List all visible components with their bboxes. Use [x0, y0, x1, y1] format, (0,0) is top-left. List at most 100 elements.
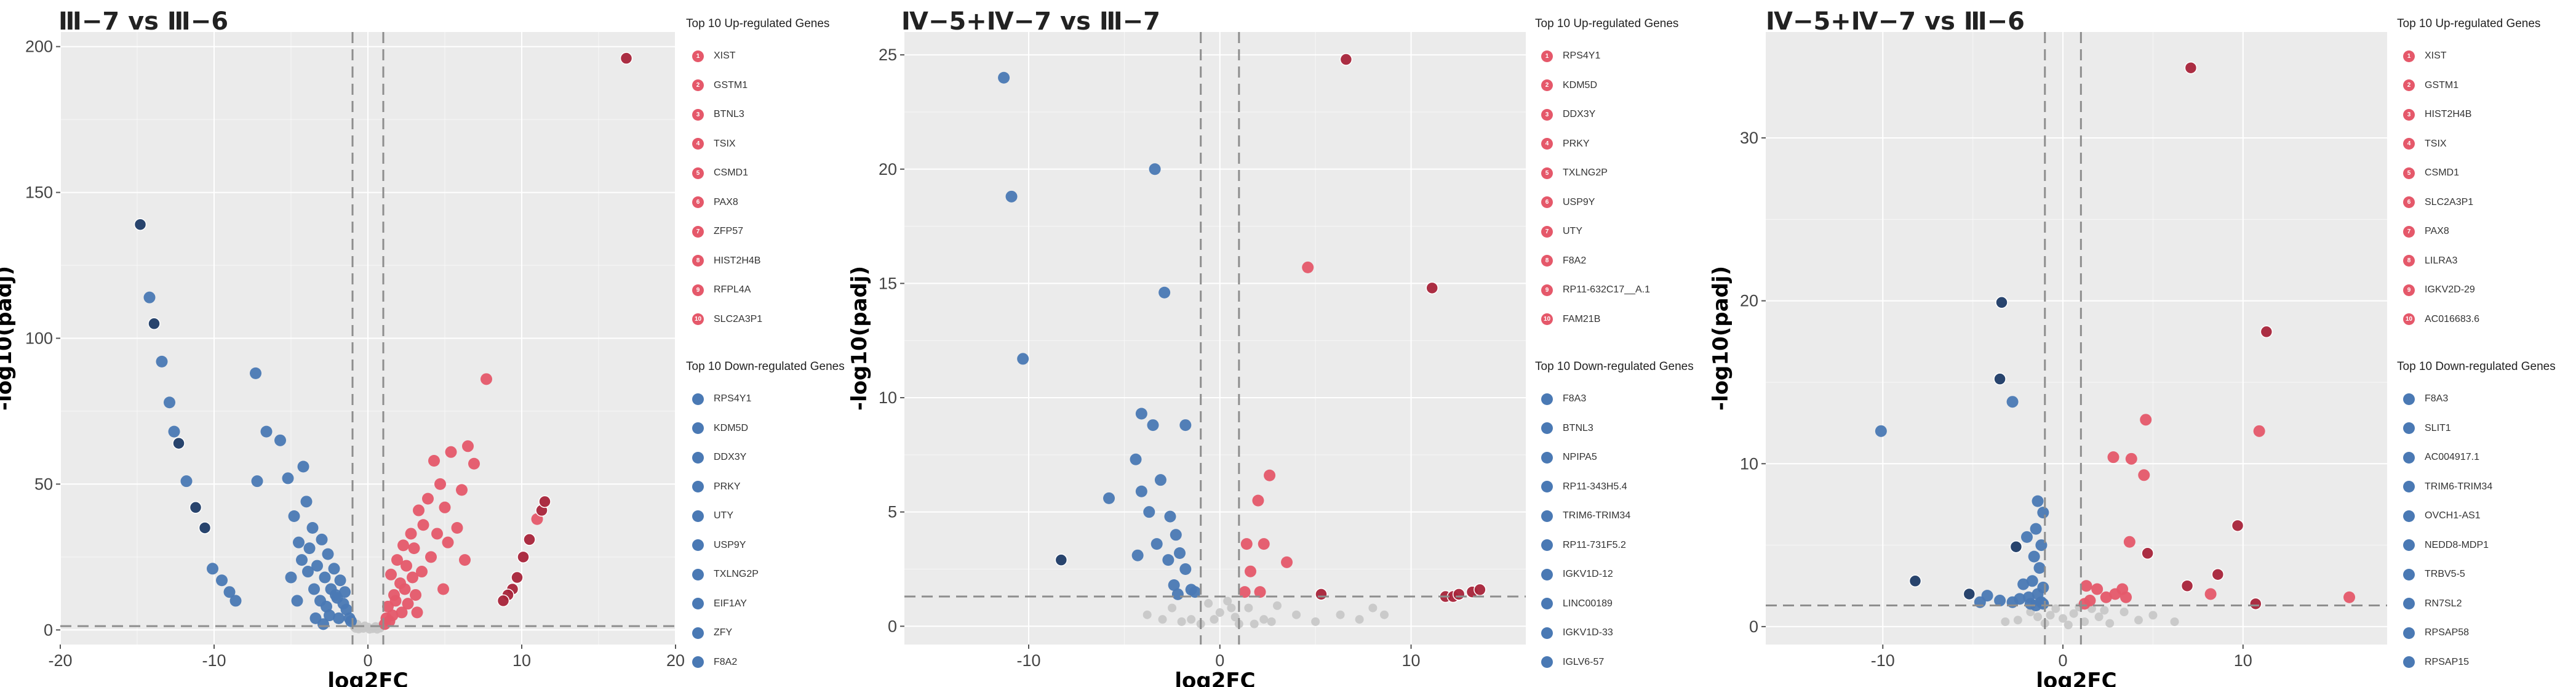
- down-point: [1130, 453, 1142, 465]
- ns-point: [2069, 609, 2078, 618]
- ns-point: [2100, 606, 2109, 615]
- ns-point: [1250, 619, 1259, 629]
- legend-gene-name: TXLNG2P: [1563, 167, 1608, 178]
- y-tick-label: 30: [1740, 129, 1758, 147]
- legend-gene-name: BTNL3: [1563, 422, 1593, 433]
- legend-up-item: 4 TSIX: [692, 135, 736, 153]
- x-tick-label: -20: [48, 651, 72, 670]
- down-point: [303, 542, 316, 555]
- legend-down-dot: [1541, 451, 1553, 464]
- legend-gene-name: LILRA3: [2425, 255, 2458, 266]
- legend-gene-name: HIST2H4B: [2425, 109, 2472, 119]
- down-point: [260, 425, 273, 438]
- y-axis-label: -log10(padj): [847, 266, 872, 411]
- y-tick-label: 25: [879, 46, 897, 64]
- labeled-down-point: [198, 521, 212, 534]
- labeled-up-point: [1426, 281, 1438, 295]
- down-point: [297, 460, 309, 473]
- legend-gene-name: TXLNG2P: [714, 569, 759, 579]
- legend-dot-index: 10: [1543, 316, 1551, 323]
- legend-dot-index: 6: [1545, 199, 1549, 206]
- legend-up-dot: 5: [692, 167, 704, 179]
- legend-up-item: 2 GSTM1: [2403, 76, 2458, 95]
- up-point: [456, 484, 468, 496]
- ns-point: [1259, 615, 1269, 624]
- down-point: [311, 560, 323, 572]
- ns-point: [2064, 621, 2073, 630]
- ns-point: [1267, 617, 1276, 626]
- legend-gene-name: PAX8: [2425, 226, 2449, 236]
- legend-gene-name: IGLV6-57: [1563, 656, 1605, 667]
- labeled-up-point: [517, 550, 530, 564]
- labeled-down-point: [1908, 574, 1922, 588]
- labeled-up-point: [538, 495, 551, 508]
- down-point: [316, 533, 328, 545]
- legend-gene-name: RPS4Y1: [714, 393, 752, 404]
- labeled-down-point: [189, 501, 202, 514]
- legend-down-dot: [692, 539, 704, 551]
- legend-dot-index: 4: [1545, 140, 1549, 147]
- down-point: [180, 475, 193, 488]
- down-point: [317, 618, 329, 630]
- labeled-up-point: [2231, 519, 2244, 532]
- y-tick-label: 150: [25, 183, 53, 202]
- down-point: [300, 496, 313, 508]
- down-point: [1017, 353, 1029, 365]
- y-tick-label: 100: [25, 329, 53, 348]
- down-point: [207, 563, 218, 575]
- up-point: [2123, 536, 2135, 548]
- legend-down-dot: [692, 598, 704, 609]
- legend-up-item: 3 BTNL3: [692, 105, 744, 124]
- legend-gene-name: RFPL4A: [714, 284, 751, 295]
- legend-gene-name: CSMD1: [2425, 167, 2460, 178]
- legend-down-item: RP11-343H5.4: [1541, 478, 1627, 496]
- legend-down-dot: [2403, 598, 2415, 609]
- y-axis-label: -log10(padj): [0, 266, 17, 411]
- legend-up-dot: 7: [2403, 225, 2415, 238]
- x-tick-label: 10: [1402, 651, 1421, 670]
- y-tick-label: 50: [34, 475, 53, 493]
- ns-point: [2051, 604, 2060, 613]
- volcano-plot-2: -10 0 10 0 5 10 15 20 25 log2FC -log10(padj): [847, 32, 1526, 687]
- legend-down-item: RPS4Y1: [692, 390, 751, 408]
- up-point: [1254, 586, 1266, 598]
- legend-down-dot: [1541, 422, 1553, 434]
- y-tick-label: 200: [25, 38, 53, 56]
- legend-gene-name: NEDD8-MDP1: [2425, 539, 2489, 550]
- legend-down-dot: [2403, 656, 2415, 668]
- legend-dot-index: 1: [696, 52, 700, 60]
- legend-gene-name: RN7SL2: [2425, 598, 2462, 609]
- labeled-up-point: [2180, 579, 2194, 592]
- legend-up-item: 5 CSMD1: [2403, 164, 2459, 182]
- legend-down-dot: [692, 656, 704, 668]
- legend-down-dot: [2403, 539, 2415, 551]
- down-point: [216, 574, 228, 587]
- ns-point: [1215, 608, 1224, 617]
- legend-down-dot: [692, 510, 704, 522]
- down-point: [1981, 590, 1993, 602]
- down-point: [1170, 529, 1182, 541]
- ns-point: [370, 623, 378, 632]
- x-tick-label: -10: [1016, 651, 1040, 670]
- up-point: [422, 492, 434, 505]
- legend-up-dot: 3: [2403, 108, 2415, 121]
- legend-gene-name: HIST2H4B: [714, 255, 761, 266]
- ns-point: [1244, 603, 1253, 613]
- down-point: [1171, 588, 1184, 600]
- legend-down-title: Top 10 Down-regulated Genes: [2397, 360, 2556, 373]
- y-axis-label: -log10(padj): [1709, 266, 1733, 411]
- x-tick-label: 0: [1215, 651, 1224, 670]
- legend-gene-name: TRIM6-TRIM34: [2425, 481, 2493, 492]
- legend-up-dot: 8: [1541, 255, 1553, 267]
- legend-up-dot: 4: [2403, 138, 2415, 150]
- legend-panel-1: Top 10 Up-regulated Genes 1 XIST 2 GSTM1 3 BTN…: [686, 0, 889, 687]
- legend-up-item: 10 AC016683.6: [2403, 310, 2479, 329]
- ns-point: [1204, 599, 1213, 608]
- legend-down-item: TRIM6-TRIM34: [1541, 507, 1630, 525]
- up-point: [408, 542, 420, 555]
- up-point: [2091, 583, 2103, 595]
- legend-gene-name: IGKV2D-29: [2425, 284, 2475, 295]
- legend-up-title: Top 10 Up-regulated Genes: [2397, 17, 2541, 30]
- legend-gene-name: AC016683.6: [2425, 313, 2479, 324]
- legend-up-item: 2 KDM5D: [1541, 76, 1597, 95]
